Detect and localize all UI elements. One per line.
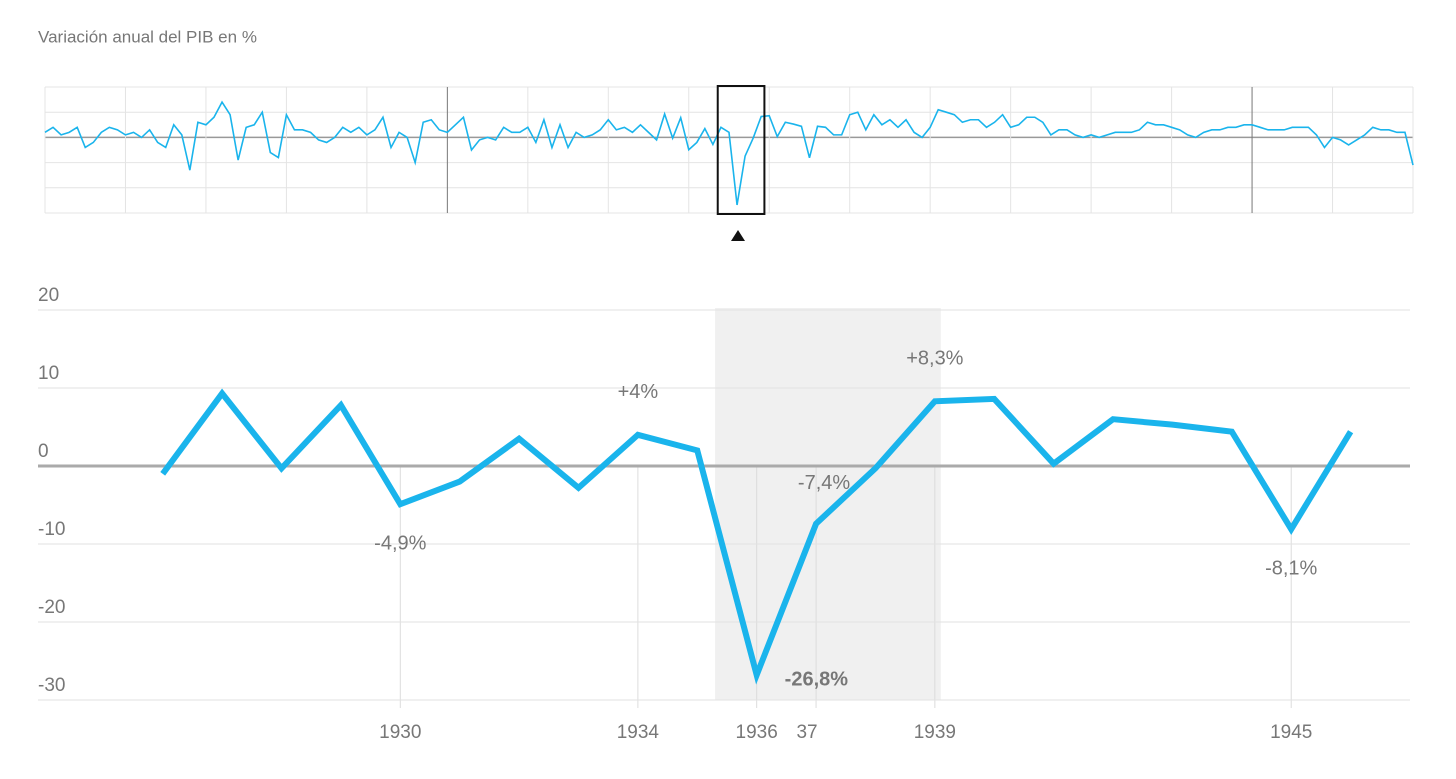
value-label: -7,4% — [798, 472, 850, 494]
brush-window — [716, 85, 766, 215]
x-tick-label: 1936 — [736, 722, 778, 743]
x-tick-label: 1945 — [1270, 722, 1312, 743]
brush-pointer — [731, 230, 745, 241]
data-line — [160, 388, 1354, 685]
value-label: +4% — [618, 381, 659, 403]
x-tick-label: 1939 — [914, 722, 956, 743]
value-label: -26,8% — [785, 668, 849, 690]
value-label: -4,9% — [374, 533, 426, 555]
y-tick-label: 20 — [38, 285, 59, 306]
y-tick-label: -20 — [38, 597, 65, 618]
y-tick-label: 0 — [38, 441, 49, 462]
y-tick-label: -10 — [38, 519, 65, 540]
y-tick-label: 10 — [38, 363, 59, 384]
value-label: +8,3% — [906, 348, 963, 370]
highlight-band — [715, 308, 941, 700]
x-tick-label: 1934 — [617, 722, 660, 743]
x-tick-label: 37 — [796, 722, 817, 743]
value-label: -8,1% — [1265, 557, 1317, 579]
y-tick-label: -30 — [38, 675, 65, 696]
x-tick-label: 1930 — [379, 722, 421, 743]
overview-line — [44, 100, 1414, 206]
chart-title: Variación anual del PIB en % — [38, 27, 257, 46]
